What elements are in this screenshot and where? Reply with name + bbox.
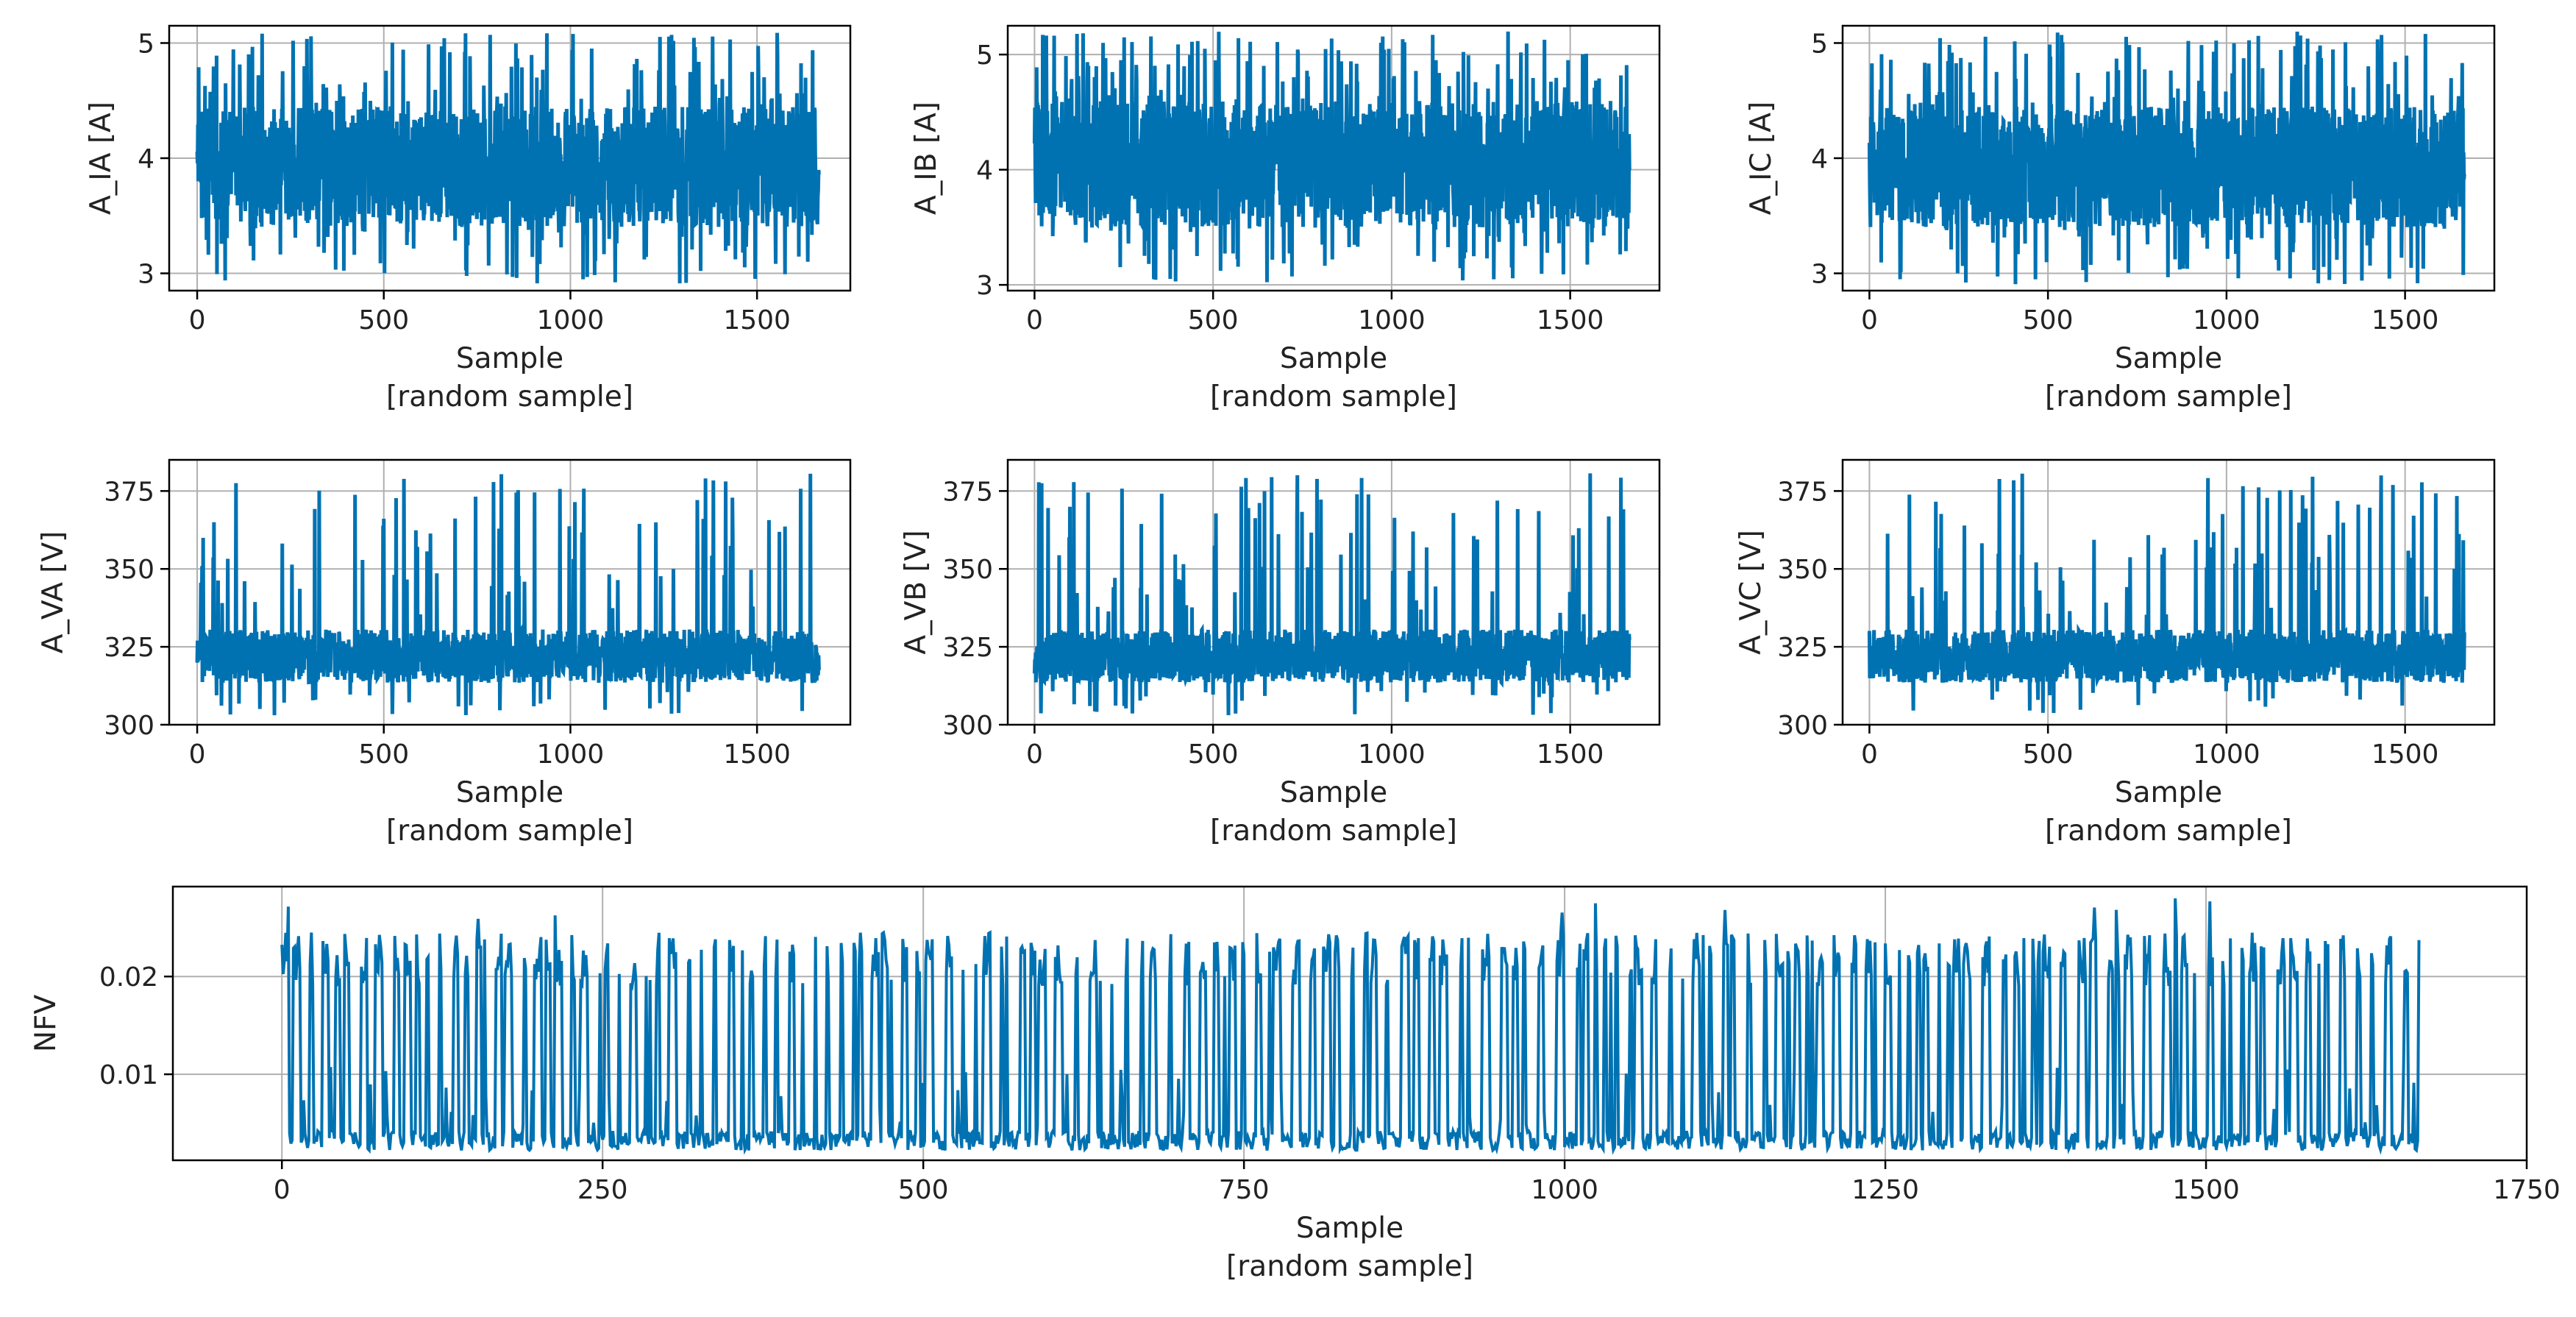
y-tick-label: 0.02 bbox=[99, 962, 158, 993]
x-tick-label: 500 bbox=[2023, 739, 2074, 770]
chart-a-ib: 0 500 1000 1500 3 4 5 Sample [random sample] A_IB… bbox=[910, 24, 1661, 413]
y-tick-label: 375 bbox=[942, 477, 993, 507]
x-axis-sublabel: [random sample] bbox=[1210, 380, 1457, 413]
x-tick-label: 1000 bbox=[1531, 1175, 1598, 1205]
series-line-a-ia bbox=[195, 32, 821, 284]
axes-frame bbox=[168, 458, 852, 726]
x-tick-label: 500 bbox=[358, 739, 409, 770]
x-axis-label: Sample bbox=[2115, 776, 2222, 809]
x-axis-sublabel: [random sample] bbox=[1210, 814, 1457, 848]
y-tick-label: 350 bbox=[104, 555, 154, 585]
chart-a-va: 0 500 1000 1500 300 325 350 375 Sample [random sa… bbox=[37, 458, 852, 848]
chart-a-vb: 0 500 1000 1500 300 325 350 375 Sample [random sa… bbox=[900, 458, 1661, 848]
y-tick-label: 325 bbox=[104, 633, 154, 663]
axes-frame bbox=[171, 885, 2528, 1162]
x-tick-label: 0 bbox=[1861, 305, 1878, 336]
x-tick-label: 1500 bbox=[2372, 305, 2439, 336]
x-tick-label: 0 bbox=[1861, 739, 1878, 770]
x-tick-label: 500 bbox=[2023, 305, 2074, 336]
x-axis-sublabel: [random sample] bbox=[2045, 380, 2292, 413]
x-tick-label: 750 bbox=[1219, 1175, 1270, 1205]
x-tick-label: 0 bbox=[1026, 739, 1043, 770]
y-tick-label: 4 bbox=[1811, 144, 1828, 174]
x-axis-label: Sample bbox=[456, 776, 563, 809]
y-tick-label: 350 bbox=[942, 555, 993, 585]
y-tick-label: 5 bbox=[1811, 29, 1828, 59]
x-tick-label: 0 bbox=[1026, 305, 1043, 336]
x-tick-label: 0 bbox=[189, 305, 206, 336]
y-axis-label: A_IB [A] bbox=[910, 102, 943, 215]
x-tick-label: 500 bbox=[358, 305, 409, 336]
x-axis-sublabel: [random sample] bbox=[2045, 814, 2292, 848]
y-tick-label: 375 bbox=[104, 477, 154, 507]
y-tick-label: 5 bbox=[976, 40, 993, 71]
x-tick-label: 1500 bbox=[723, 739, 791, 770]
y-axis-label: A_VB [V] bbox=[900, 530, 933, 654]
x-tick-label: 1000 bbox=[537, 739, 605, 770]
x-tick-label: 500 bbox=[1188, 305, 1239, 336]
x-axis-sublabel: [random sample] bbox=[386, 380, 633, 413]
x-tick-label: 1000 bbox=[2193, 739, 2260, 770]
x-tick-label: 500 bbox=[1188, 739, 1239, 770]
x-tick-label: 500 bbox=[898, 1175, 949, 1205]
x-tick-label: 1000 bbox=[2193, 305, 2260, 336]
x-tick-label: 1500 bbox=[723, 305, 791, 336]
y-axis-label: NFV bbox=[29, 995, 63, 1053]
x-tick-label: 0 bbox=[274, 1175, 291, 1205]
y-tick-label: 325 bbox=[942, 633, 993, 663]
y-axis-label: A_VC [V] bbox=[1734, 530, 1768, 655]
y-axis-label: A_IA [A] bbox=[85, 102, 118, 215]
x-tick-label: 1000 bbox=[1358, 305, 1426, 336]
y-tick-label: 3 bbox=[1811, 260, 1828, 290]
x-tick-label: 1500 bbox=[1537, 305, 1604, 336]
y-tick-label: 0.01 bbox=[99, 1060, 158, 1090]
x-tick-label: 1000 bbox=[1358, 739, 1426, 770]
y-tick-label: 5 bbox=[138, 29, 154, 59]
x-tick-label: 1750 bbox=[2493, 1175, 2561, 1205]
chart-a-ia: 0 500 1000 1500 3 4 5 Sample [random sample] A_IA… bbox=[85, 24, 852, 413]
y-tick-label: 325 bbox=[1777, 633, 1828, 663]
x-axis-label: Sample bbox=[1280, 776, 1387, 809]
axes-frame bbox=[1841, 458, 2496, 726]
series-line-a-ic bbox=[1867, 31, 2466, 285]
y-tick-label: 300 bbox=[104, 711, 154, 741]
x-axis-label: Sample bbox=[1296, 1212, 1403, 1245]
series-line-nfv bbox=[280, 898, 2421, 1155]
x-tick-label: 1000 bbox=[537, 305, 605, 336]
series-line-a-ib bbox=[1032, 31, 1632, 283]
y-tick-label: 300 bbox=[942, 711, 993, 741]
x-tick-label: 250 bbox=[577, 1175, 628, 1205]
axes-frame bbox=[1006, 24, 1661, 292]
chart-a-ic: 0 500 1000 1500 3 4 5 Sample [random sample] A_IC… bbox=[1745, 24, 2496, 413]
y-tick-label: 350 bbox=[1777, 555, 1828, 585]
x-axis-label: Sample bbox=[2115, 342, 2222, 375]
y-tick-label: 4 bbox=[138, 144, 154, 174]
y-axis-label: A_IC [A] bbox=[1745, 102, 1778, 215]
y-axis-label: A_VA [V] bbox=[37, 531, 70, 654]
x-tick-label: 1500 bbox=[2172, 1175, 2240, 1205]
series-line-a-va bbox=[195, 473, 821, 716]
x-tick-label: 0 bbox=[189, 739, 206, 770]
chart-nfv: 0 250 500 750 1000 1250 1500 1750 0.01 0.02 Sample… bbox=[29, 885, 2561, 1283]
y-tick-label: 300 bbox=[1777, 711, 1828, 741]
x-axis-sublabel: [random sample] bbox=[1226, 1250, 1473, 1283]
chart-a-vc: 0 500 1000 1500 300 325 350 375 Sample [random sa… bbox=[1734, 458, 2496, 848]
x-axis-label: Sample bbox=[1280, 342, 1387, 375]
x-tick-label: 1500 bbox=[1537, 739, 1604, 770]
x-axis-sublabel: [random sample] bbox=[386, 814, 633, 848]
series-line-a-vc bbox=[1867, 473, 2466, 714]
axes-frame bbox=[1006, 458, 1661, 726]
y-tick-label: 4 bbox=[976, 156, 993, 186]
x-tick-label: 1250 bbox=[1851, 1175, 1919, 1205]
y-tick-label: 3 bbox=[138, 260, 154, 290]
x-tick-label: 1500 bbox=[2372, 739, 2439, 770]
y-tick-label: 375 bbox=[1777, 477, 1828, 507]
y-tick-label: 3 bbox=[976, 271, 993, 301]
series-line-a-vb bbox=[1032, 473, 1632, 716]
x-axis-label: Sample bbox=[456, 342, 563, 375]
